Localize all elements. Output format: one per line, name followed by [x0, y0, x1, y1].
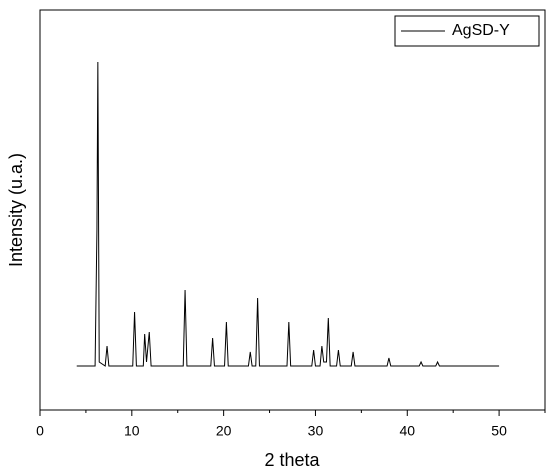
x-tick-label: 0 — [36, 423, 44, 439]
x-tick-label: 50 — [491, 423, 507, 439]
legend-label: AgSD-Y — [452, 22, 510, 39]
x-tick-label: 10 — [124, 423, 140, 439]
x-tick-label: 20 — [216, 423, 232, 439]
plot-frame — [39, 9, 546, 411]
x-tick-label: 40 — [399, 423, 415, 439]
x-tick-label: 30 — [308, 423, 324, 439]
y-axis-label: Intensity (u.a.) — [6, 153, 26, 267]
x-axis-label: 2 theta — [264, 450, 320, 470]
line-series — [76, 61, 500, 367]
